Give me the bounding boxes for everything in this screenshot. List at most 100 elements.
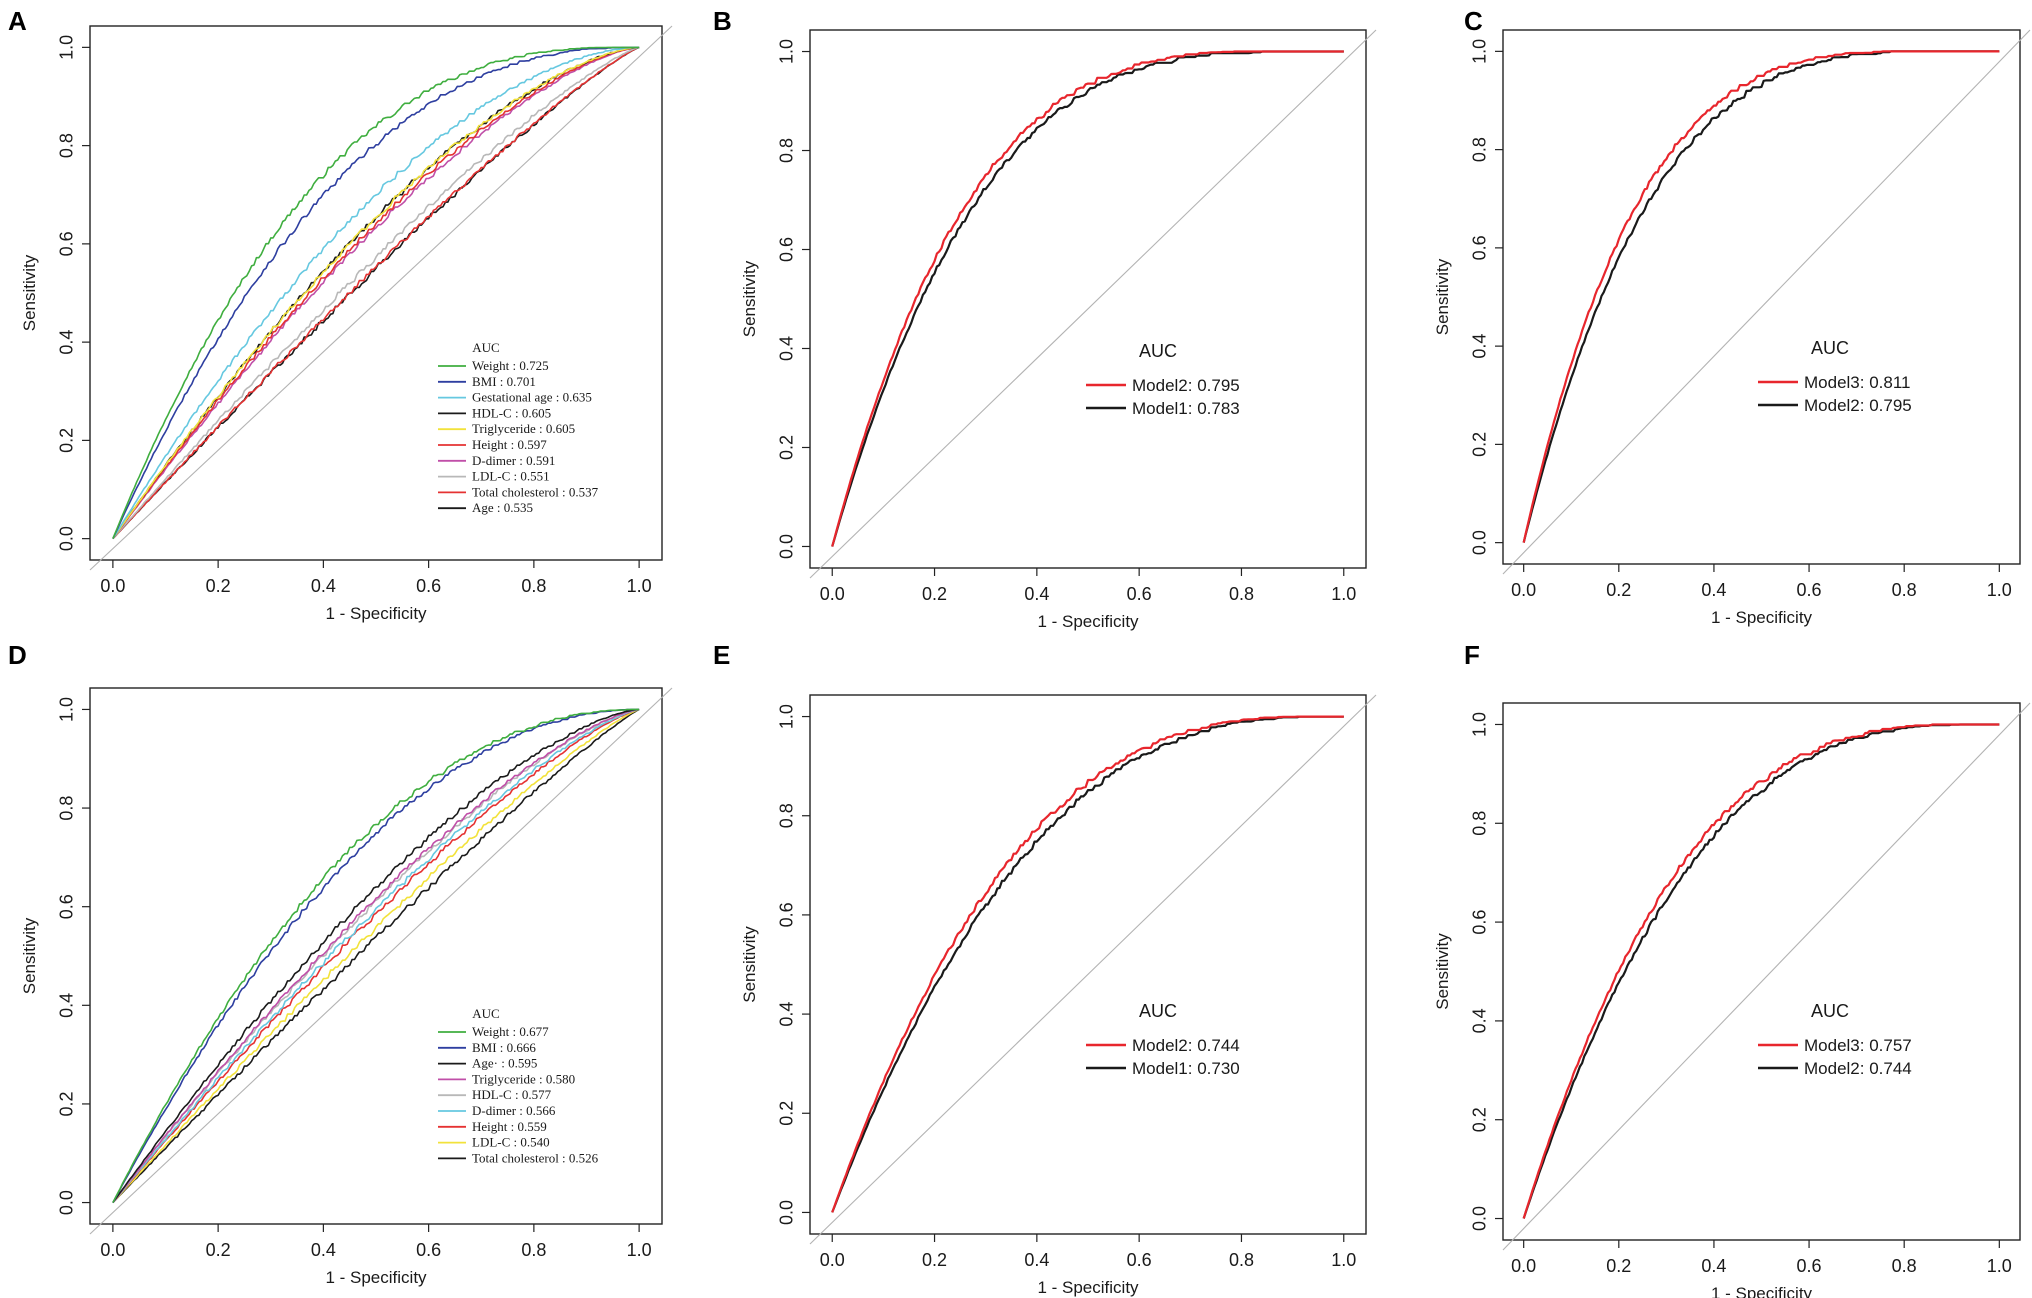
roc-curve-hdl-c xyxy=(112,708,640,1204)
panel-a: A 0.0 0.2 0.4 0.6 0.8 1.0 0.0 0.2 0.4 0.6 0.8 1.0 1 -… xyxy=(8,6,673,623)
roc-curve-age xyxy=(112,708,640,1204)
y-tick-label: 0.2 xyxy=(57,428,77,453)
x-axis-label: 1 - Specificity xyxy=(1037,612,1139,631)
panel-e: E 0.0 0.2 0.4 0.6 0.8 1.0 0.0 0.2 0.4 0.6 0.8 1.0 1 -… xyxy=(713,640,1377,1297)
x-tick-label: 0.6 xyxy=(1797,1256,1822,1276)
y-tick-label: 1.0 xyxy=(1470,712,1490,737)
legend-title: AUC xyxy=(472,340,499,355)
x-tick-label: 1.0 xyxy=(1987,580,2012,600)
y-tick-label: 0.4 xyxy=(57,330,77,355)
y-tick-label: 0.6 xyxy=(1470,910,1490,935)
y-axis-label: Sensitivity xyxy=(20,254,39,331)
y-tick-label: 0.8 xyxy=(57,133,77,158)
legend-entry: Model2: 0.744 xyxy=(1132,1036,1240,1055)
x-tick-label: 0.2 xyxy=(206,1240,231,1260)
y-tick-label: 0.0 xyxy=(777,534,797,559)
legend-entry: Model2: 0.744 xyxy=(1804,1059,1912,1078)
roc-curve-model3 xyxy=(1522,50,2000,543)
plot-frame xyxy=(89,25,663,561)
legend-title: AUC xyxy=(472,1006,499,1021)
reference-diagonal xyxy=(89,687,673,1235)
roc-curve-d-dimer xyxy=(112,708,640,1204)
x-tick-label: 1.0 xyxy=(1331,584,1356,604)
panel-f: F 0.0 0.2 0.4 0.6 0.8 1.0 0.0 0.2 0.4 0.6 0.8 1.0 1 -… xyxy=(1433,640,2031,1298)
y-tick-label: 0.8 xyxy=(777,803,797,828)
legend-entry: Height : 0.559 xyxy=(472,1119,547,1134)
panel-b: B 0.0 0.2 0.4 0.6 0.8 1.0 0.0 0.2 0.4 0.6 0.8 1.0 1 -… xyxy=(713,6,1377,631)
roc-curves xyxy=(112,46,640,540)
legend-entry: Model2: 0.795 xyxy=(1132,376,1240,395)
legend-entry: Model2: 0.795 xyxy=(1804,396,1912,415)
x-tick-label: 0.0 xyxy=(100,576,125,596)
x-tick-label: 0.4 xyxy=(1024,584,1049,604)
legend-entry: Model3: 0.811 xyxy=(1804,373,1910,392)
x-tick-label: 0.0 xyxy=(1511,1256,1536,1276)
roc-curve-triglyceride xyxy=(112,46,640,540)
y-tick-label: 0.4 xyxy=(777,1002,797,1027)
y-tick-label: 0.4 xyxy=(1470,1008,1490,1033)
panel-letter: B xyxy=(713,6,732,36)
legend-title: AUC xyxy=(1139,1001,1177,1021)
legend-entry: Gestational age : 0.635 xyxy=(472,390,592,405)
roc-curve-hdl-c xyxy=(112,46,640,540)
x-axis-label: 1 - Specificity xyxy=(1037,1278,1139,1297)
roc-curve-bmi xyxy=(112,46,640,539)
y-tick-label: 0.8 xyxy=(777,138,797,163)
y-axis-label: Sensitivity xyxy=(1433,933,1452,1010)
y-tick-label: 0.2 xyxy=(1470,1107,1490,1132)
x-axis-label: 1 - Specificity xyxy=(325,604,427,623)
x-tick-label: 0.0 xyxy=(1511,580,1536,600)
y-tick-label: 1.0 xyxy=(777,704,797,729)
roc-curve-ldl-c xyxy=(112,708,640,1204)
legend-title: AUC xyxy=(1139,341,1177,361)
y-tick-label: 1.0 xyxy=(57,697,77,722)
legend-entry: Model3: 0.757 xyxy=(1804,1036,1912,1055)
legend-entry: Weight : 0.725 xyxy=(472,358,549,373)
legend-entry: Weight : 0.677 xyxy=(472,1024,549,1039)
roc-curves xyxy=(831,50,1344,547)
legend-entry: Model1: 0.730 xyxy=(1132,1059,1240,1078)
legend-title: AUC xyxy=(1811,338,1849,358)
y-tick-label: 0.2 xyxy=(1470,432,1490,457)
y-tick-label: 0.4 xyxy=(1470,334,1490,359)
x-tick-label: 0.2 xyxy=(1606,580,1631,600)
y-tick-label: 0.8 xyxy=(1470,137,1490,162)
x-tick-label: 0.8 xyxy=(1892,1256,1917,1276)
x-axis-label: 1 - Specificity xyxy=(1711,608,1813,627)
x-tick-label: 0.4 xyxy=(1701,1256,1726,1276)
roc-curve-age xyxy=(112,46,640,540)
roc-curve-model1 xyxy=(831,50,1344,547)
y-axis-label: Sensitivity xyxy=(740,926,759,1003)
panel-letter: D xyxy=(8,640,27,670)
y-tick-label: 1.0 xyxy=(1470,39,1490,64)
legend-entry: Model1: 0.783 xyxy=(1132,399,1240,418)
roc-curve-total-cholesterol xyxy=(112,46,640,540)
x-tick-label: 0.4 xyxy=(1701,580,1726,600)
roc-curve-model1 xyxy=(831,715,1344,1213)
y-tick-label: 0.2 xyxy=(57,1091,77,1116)
x-tick-label: 0.8 xyxy=(1229,1250,1254,1270)
reference-diagonal xyxy=(89,25,673,571)
y-tick-label: 0.0 xyxy=(1470,530,1490,555)
roc-curve-height xyxy=(112,46,640,540)
y-axis-label: Sensitivity xyxy=(740,260,759,337)
x-tick-label: 1.0 xyxy=(1987,1256,2012,1276)
x-tick-label: 0.6 xyxy=(416,1240,441,1260)
roc-curve-bmi xyxy=(112,708,640,1203)
legend: AUC Model3: 0.757 Model2: 0.744 xyxy=(1758,1001,1912,1078)
roc-curve-total-cholesterol xyxy=(112,708,640,1204)
y-tick-label: 0.4 xyxy=(777,336,797,361)
plot-frame xyxy=(1502,702,2021,1241)
x-tick-label: 0.2 xyxy=(1606,1256,1631,1276)
legend-entry: D-dimer : 0.591 xyxy=(472,453,555,468)
x-tick-label: 0.2 xyxy=(922,1250,947,1270)
y-axis-label: Sensitivity xyxy=(20,917,39,994)
x-tick-label: 1.0 xyxy=(627,576,652,596)
legend-entry: BMI : 0.666 xyxy=(472,1040,536,1055)
panel-letter: F xyxy=(1464,640,1480,670)
roc-curves xyxy=(112,708,640,1204)
y-tick-label: 0.0 xyxy=(57,1190,77,1215)
y-tick-label: 0.8 xyxy=(57,796,77,821)
roc-curve-ldl-c xyxy=(112,46,640,540)
